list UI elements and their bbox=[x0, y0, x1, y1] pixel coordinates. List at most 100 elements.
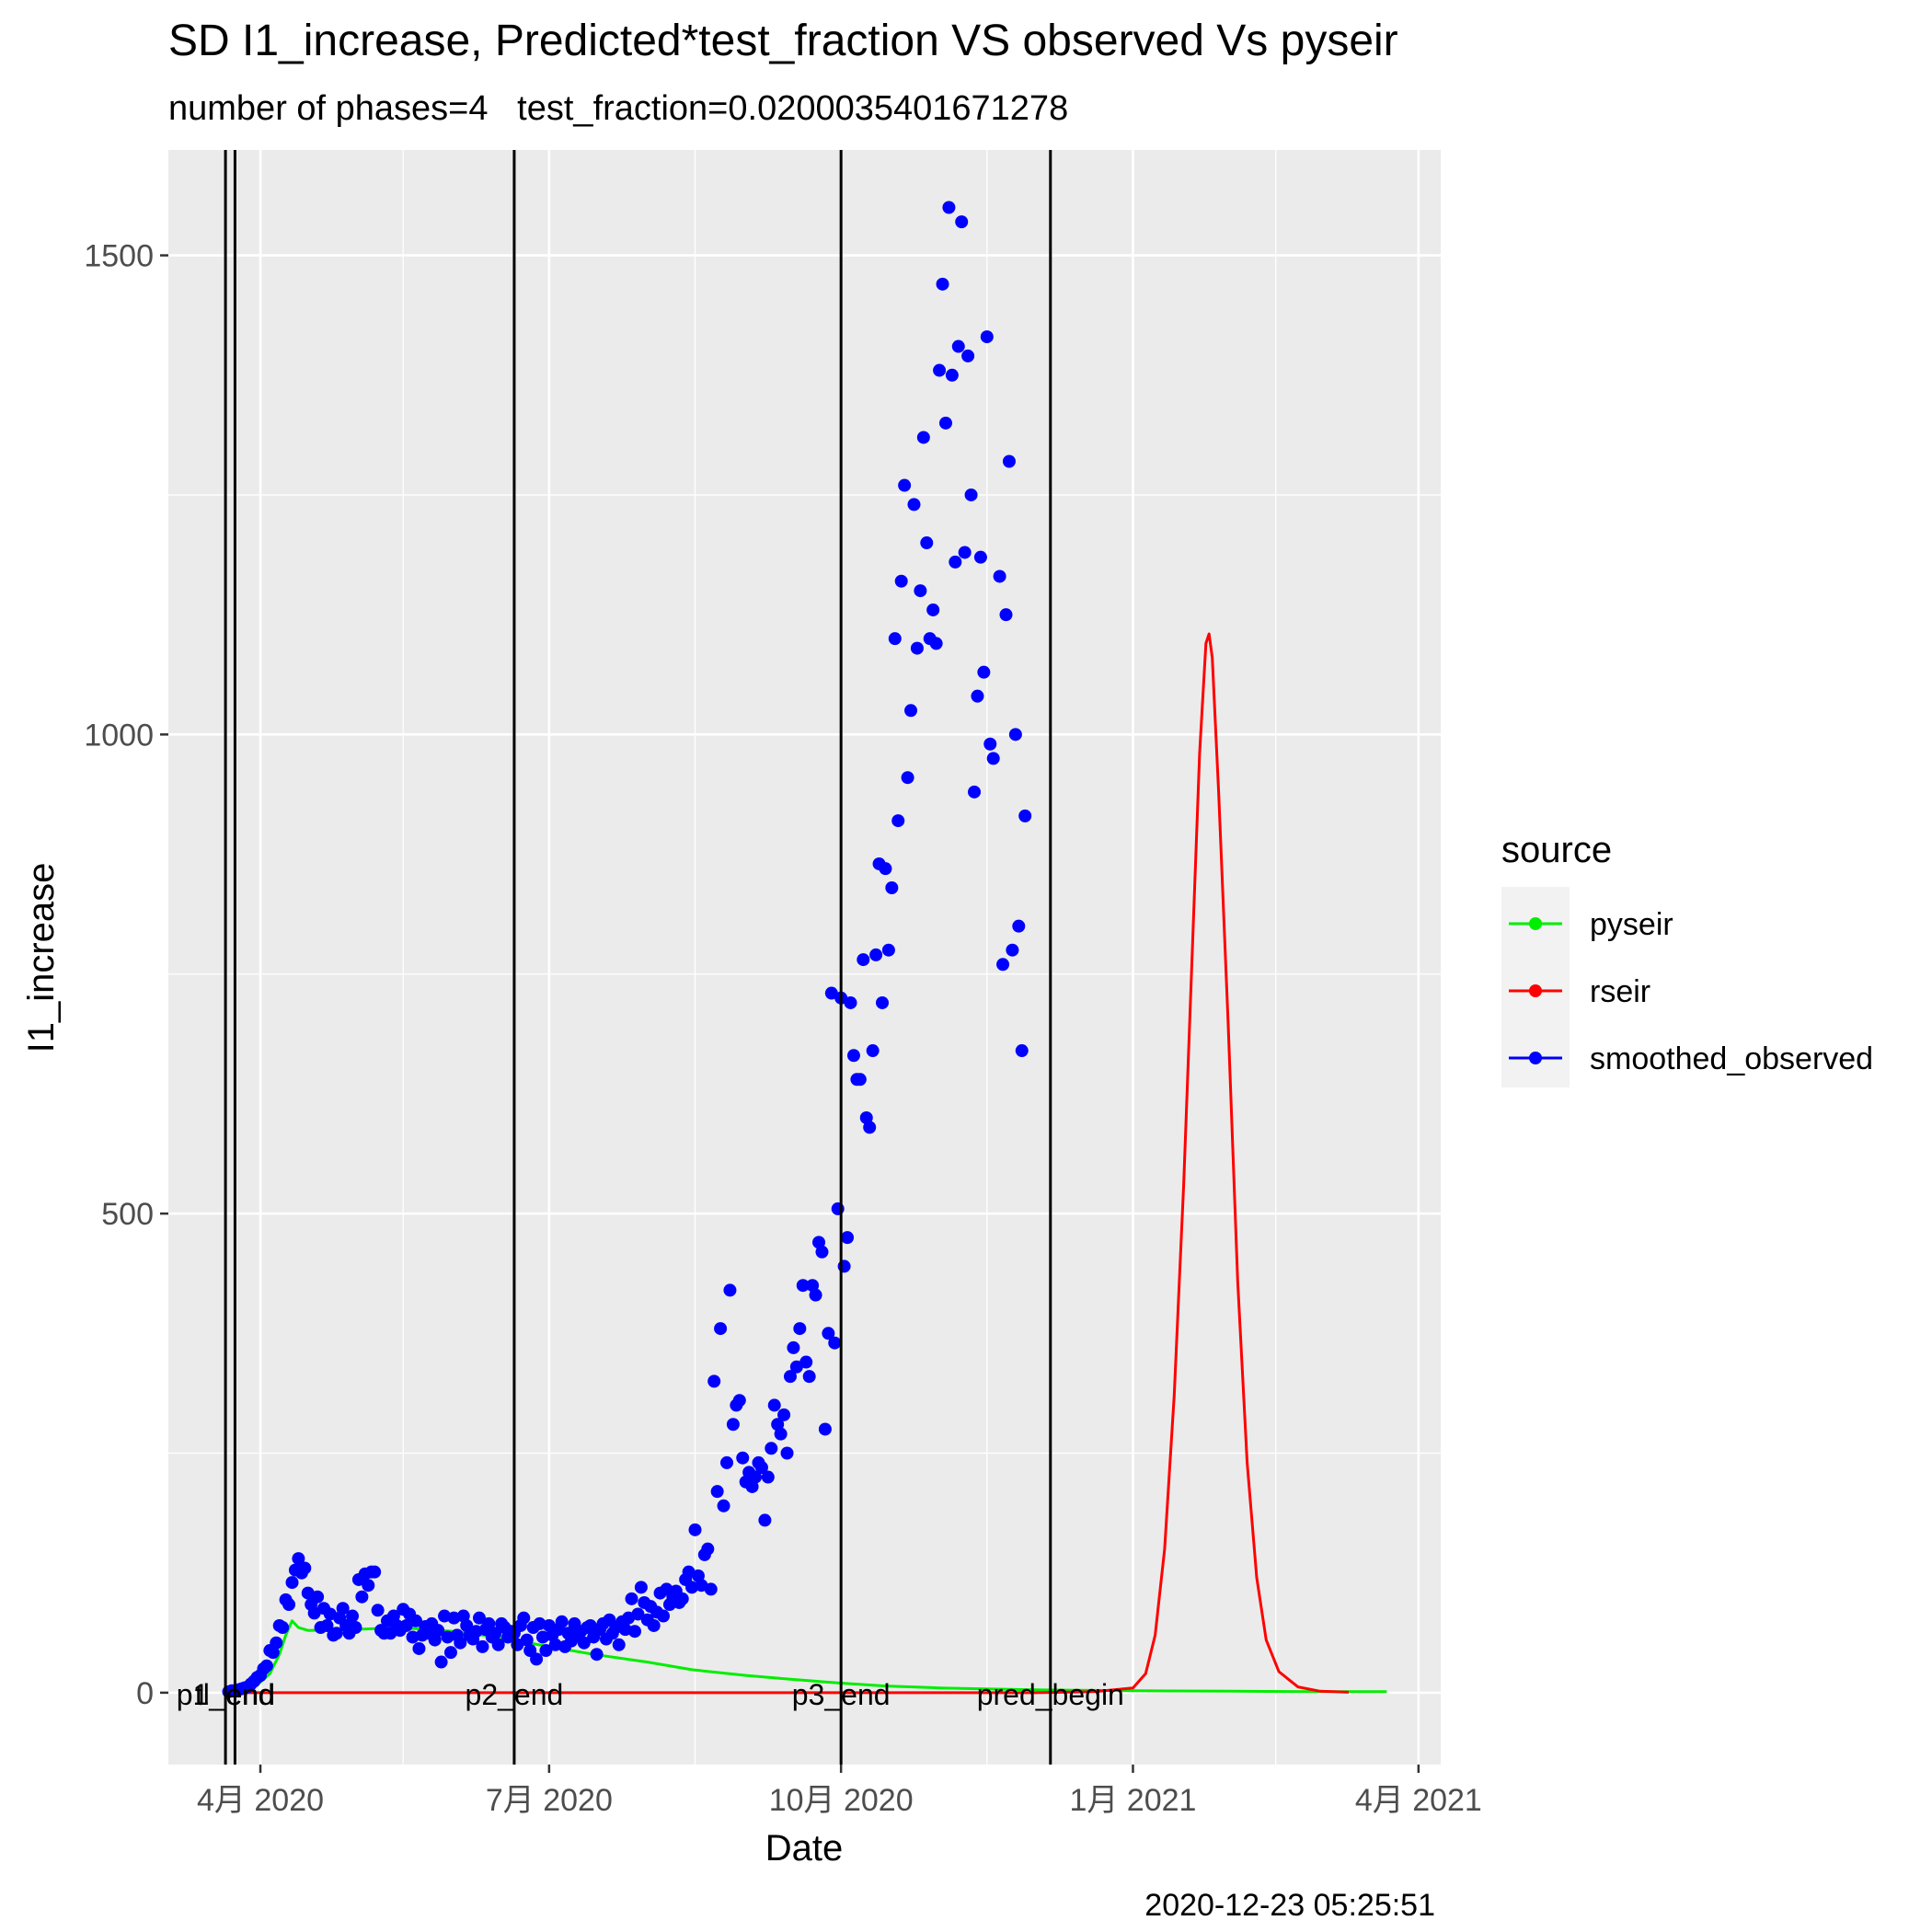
data-point-smoothed_observed bbox=[936, 277, 949, 291]
data-point-smoothed_observed bbox=[793, 1322, 807, 1336]
data-point-smoothed_observed bbox=[875, 995, 889, 1009]
data-point-smoothed_observed bbox=[996, 958, 1010, 972]
data-point-smoothed_observed bbox=[329, 1627, 343, 1640]
data-point-smoothed_observed bbox=[555, 1615, 569, 1628]
data-point-smoothed_observed bbox=[968, 785, 982, 799]
phase-label: p3_end bbox=[792, 1678, 891, 1711]
data-point-smoothed_observed bbox=[863, 1121, 877, 1134]
legend-key-point bbox=[1529, 984, 1542, 997]
plot-background bbox=[168, 150, 1441, 1765]
x-tick-label: 4月 2021 bbox=[1355, 1783, 1482, 1818]
data-point-smoothed_observed bbox=[920, 536, 934, 550]
data-point-smoothed_observed bbox=[767, 1398, 781, 1412]
data-point-smoothed_observed bbox=[824, 986, 838, 1000]
data-point-smoothed_observed bbox=[1012, 919, 1026, 933]
data-point-smoothed_observed bbox=[482, 1616, 496, 1630]
data-point-smoothed_observed bbox=[520, 1633, 534, 1647]
data-point-smoothed_observed bbox=[904, 704, 918, 718]
data-point-smoothed_observed bbox=[517, 1611, 531, 1625]
data-point-smoothed_observed bbox=[282, 1598, 296, 1612]
chart-title: SD I1_increase, Predicted*test_fraction … bbox=[168, 17, 1398, 65]
data-point-smoothed_observed bbox=[958, 546, 972, 559]
data-point-smoothed_observed bbox=[789, 1360, 803, 1374]
data-point-smoothed_observed bbox=[634, 1581, 648, 1594]
y-tick-label: 0 bbox=[136, 1676, 154, 1711]
data-point-smoothed_observed bbox=[701, 1542, 715, 1556]
data-point-smoothed_observed bbox=[1008, 728, 1022, 742]
data-point-smoothed_observed bbox=[732, 1394, 746, 1408]
data-point-smoothed_observed bbox=[412, 1641, 426, 1655]
data-point-smoothed_observed bbox=[901, 771, 914, 785]
data-point-smoothed_observed bbox=[346, 1609, 360, 1623]
phase-label: tl_end bbox=[195, 1678, 275, 1711]
data-point-smoothed_observed bbox=[973, 550, 987, 564]
data-point-smoothed_observed bbox=[853, 1073, 867, 1087]
legend-label: pyseir bbox=[1590, 907, 1673, 942]
data-point-smoothed_observed bbox=[489, 1627, 502, 1640]
data-point-smoothed_observed bbox=[866, 1044, 880, 1058]
data-point-smoothed_observed bbox=[780, 1446, 794, 1460]
data-point-smoothed_observed bbox=[945, 368, 959, 382]
data-point-smoothed_observed bbox=[631, 1607, 645, 1621]
data-point-smoothed_observed bbox=[320, 1618, 334, 1632]
data-point-smoothed_observed bbox=[869, 948, 883, 961]
x-tick-label: 7月 2020 bbox=[486, 1783, 613, 1818]
data-point-smoothed_observed bbox=[846, 1049, 860, 1063]
data-point-smoothed_observed bbox=[355, 1590, 369, 1604]
data-point-smoothed_observed bbox=[590, 1648, 604, 1662]
data-point-smoothed_observed bbox=[949, 555, 962, 569]
legend: source pyseir rseir smoothed_observed bbox=[1501, 830, 1873, 1087]
data-point-smoothed_observed bbox=[938, 416, 952, 430]
data-point-smoothed_observed bbox=[828, 1336, 842, 1350]
chart-subtitle: number of phases=4 test_fraction=0.02000… bbox=[168, 89, 1068, 128]
phase-label: p1_end bbox=[177, 1678, 275, 1711]
y-tick-label: 1500 bbox=[84, 239, 154, 274]
legend-label: smoothed_observed bbox=[1590, 1041, 1873, 1076]
data-point-smoothed_observed bbox=[657, 1609, 671, 1623]
legend-key-point bbox=[1529, 1052, 1542, 1064]
data-point-smoothed_observed bbox=[577, 1636, 591, 1650]
data-point-smoothed_observed bbox=[888, 632, 902, 646]
data-point-smoothed_observed bbox=[454, 1636, 467, 1650]
data-point-smoothed_observed bbox=[476, 1639, 489, 1653]
data-point-smoothed_observed bbox=[999, 608, 1013, 622]
data-point-smoothed_observed bbox=[961, 349, 975, 362]
x-tick-label: 10月 2020 bbox=[769, 1783, 914, 1818]
data-point-smoothed_observed bbox=[675, 1592, 689, 1605]
data-point-smoothed_observed bbox=[710, 1485, 724, 1499]
data-point-smoothed_observed bbox=[443, 1646, 457, 1660]
data-point-smoothed_observed bbox=[726, 1418, 740, 1432]
data-point-smoothed_observed bbox=[815, 1245, 829, 1259]
data-point-smoothed_observed bbox=[647, 1618, 661, 1632]
data-point-smoothed_observed bbox=[799, 1355, 813, 1369]
data-point-smoothed_observed bbox=[754, 1461, 768, 1475]
data-point-smoothed_observed bbox=[818, 1422, 832, 1436]
data-point-smoothed_observed bbox=[783, 1370, 797, 1384]
data-point-smoothed_observed bbox=[311, 1590, 325, 1604]
timestamp-footer: 2020-12-23 05:25:51 bbox=[1144, 1888, 1435, 1923]
data-point-smoothed_observed bbox=[336, 1602, 350, 1616]
data-point-smoothed_observed bbox=[270, 1636, 283, 1650]
data-point-smoothed_observed bbox=[625, 1592, 638, 1605]
data-point-smoothed_observed bbox=[885, 880, 899, 894]
data-point-smoothed_observed bbox=[822, 1327, 835, 1340]
data-point-smoothed_observed bbox=[1006, 943, 1019, 957]
data-point-smoothed_observed bbox=[530, 1652, 544, 1666]
data-point-smoothed_observed bbox=[907, 498, 921, 512]
data-point-smoothed_observed bbox=[844, 995, 857, 1009]
data-point-smoothed_observed bbox=[942, 201, 956, 214]
data-point-smoothed_observed bbox=[796, 1279, 810, 1293]
data-point-smoothed_observed bbox=[349, 1621, 362, 1635]
data-point-smoothed_observed bbox=[891, 814, 905, 828]
data-point-smoothed_observed bbox=[977, 665, 991, 679]
phase-label: pred_begin bbox=[977, 1678, 1124, 1711]
y-axis-label: I1_increase bbox=[21, 863, 62, 1053]
data-point-smoothed_observed bbox=[971, 689, 984, 703]
data-point-smoothed_observed bbox=[714, 1322, 728, 1336]
data-point-smoothed_observed bbox=[955, 215, 969, 229]
data-point-smoothed_observed bbox=[292, 1552, 305, 1566]
data-point-smoothed_observed bbox=[371, 1604, 385, 1617]
data-point-smoothed_observed bbox=[809, 1288, 822, 1302]
data-point-smoothed_observed bbox=[409, 1614, 423, 1627]
